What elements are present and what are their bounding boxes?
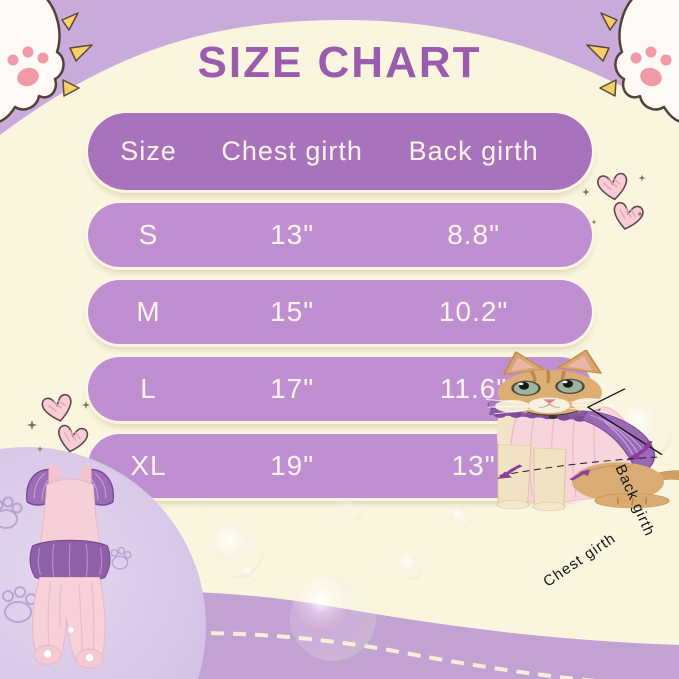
cat-paw-icon bbox=[0, 0, 93, 123]
sparkle-icon bbox=[27, 401, 90, 452]
cell-size: L bbox=[140, 373, 157, 404]
cell-size: M bbox=[136, 296, 161, 327]
bubble-icon bbox=[450, 507, 472, 529]
paw-print-icon bbox=[0, 496, 132, 623]
table-row-m: M 15" 10.2" bbox=[88, 280, 592, 344]
cell-back: 13" bbox=[451, 450, 496, 481]
bubble-icon bbox=[397, 554, 423, 580]
cell-size: S bbox=[138, 219, 159, 250]
column-header-chest: Chest girth bbox=[221, 136, 363, 166]
page-title: SIZE CHART bbox=[197, 38, 482, 87]
spark-icon bbox=[61, 12, 93, 97]
cell-chest: 13" bbox=[270, 219, 315, 250]
cell-chest: 19" bbox=[270, 450, 315, 481]
column-header-size: Size bbox=[120, 136, 177, 166]
table-row-s: S 13" 8.8" bbox=[88, 203, 592, 267]
top-wave-decoration bbox=[0, 0, 679, 135]
spark-icon bbox=[586, 12, 618, 97]
bubble-icon bbox=[338, 495, 364, 521]
cat-wearing-suit-photo bbox=[485, 350, 679, 512]
cell-back: 8.8" bbox=[447, 219, 501, 250]
cell-back: 10.2" bbox=[438, 296, 509, 327]
chest-girth-line bbox=[497, 456, 658, 481]
cell-size: XL bbox=[130, 450, 167, 481]
recovery-suit-illustration bbox=[26, 465, 114, 669]
sparkle-icon bbox=[582, 174, 646, 225]
heart-icon bbox=[597, 172, 644, 230]
cell-back: 11.6" bbox=[439, 373, 508, 404]
bubble-icon bbox=[290, 575, 376, 661]
hearts-decoration-left bbox=[27, 393, 90, 453]
column-header-back: Back girth bbox=[408, 136, 539, 166]
table-header-row: Size Chest girth Back girth bbox=[88, 113, 592, 190]
heart-icon bbox=[41, 393, 89, 453]
cell-chest: 15" bbox=[270, 296, 315, 327]
hearts-decoration-right bbox=[582, 172, 646, 230]
cell-chest: 17" bbox=[270, 373, 315, 404]
cat-eyes bbox=[511, 378, 585, 396]
bubble-icon bbox=[240, 565, 258, 583]
cat-paw-icon bbox=[586, 0, 679, 123]
